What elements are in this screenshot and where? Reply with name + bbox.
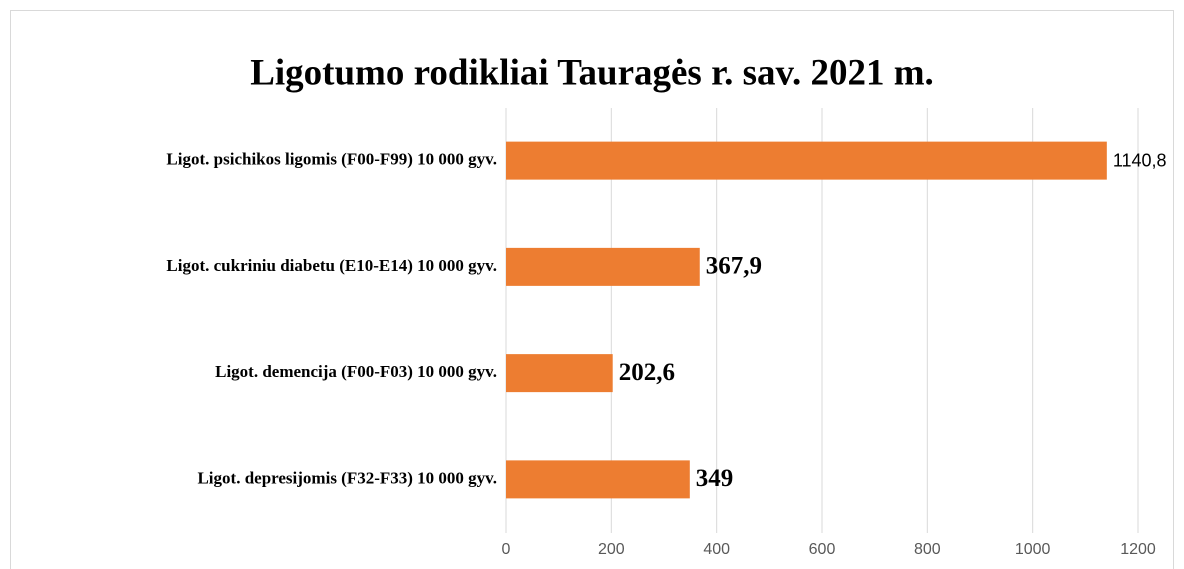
x-tick-label: 1200 bbox=[1120, 541, 1156, 558]
value-label: 1140,8 bbox=[1113, 150, 1167, 170]
y-tick-label: Ligot. psichikos ligomis (F00-F99) 10 00… bbox=[166, 150, 497, 169]
bar bbox=[506, 141, 1107, 180]
x-tick-label: 600 bbox=[809, 541, 836, 558]
value-label: 367,9 bbox=[706, 253, 762, 280]
bar bbox=[506, 460, 690, 499]
x-tick-label: 1000 bbox=[1015, 541, 1051, 558]
x-tick-label: 400 bbox=[703, 541, 730, 558]
bar bbox=[506, 354, 613, 393]
y-tick-label: Ligot. depresijomis (F32-F33) 10 000 gyv… bbox=[197, 468, 497, 487]
y-tick-label: Ligot. demencija (F00-F03) 10 000 gyv. bbox=[215, 362, 497, 381]
bar bbox=[506, 247, 700, 286]
x-tick-label: 200 bbox=[598, 541, 625, 558]
value-label: 349 bbox=[696, 465, 734, 492]
x-tick-label: 800 bbox=[914, 541, 941, 558]
value-label: 202,6 bbox=[619, 359, 675, 386]
chart-title: Ligotumo rodikliai Tauragės r. sav. 2021… bbox=[250, 52, 934, 93]
y-tick-label: Ligot. cukriniu diabetu (E10-E14) 10 000… bbox=[166, 256, 497, 275]
x-tick-label: 0 bbox=[502, 541, 511, 558]
